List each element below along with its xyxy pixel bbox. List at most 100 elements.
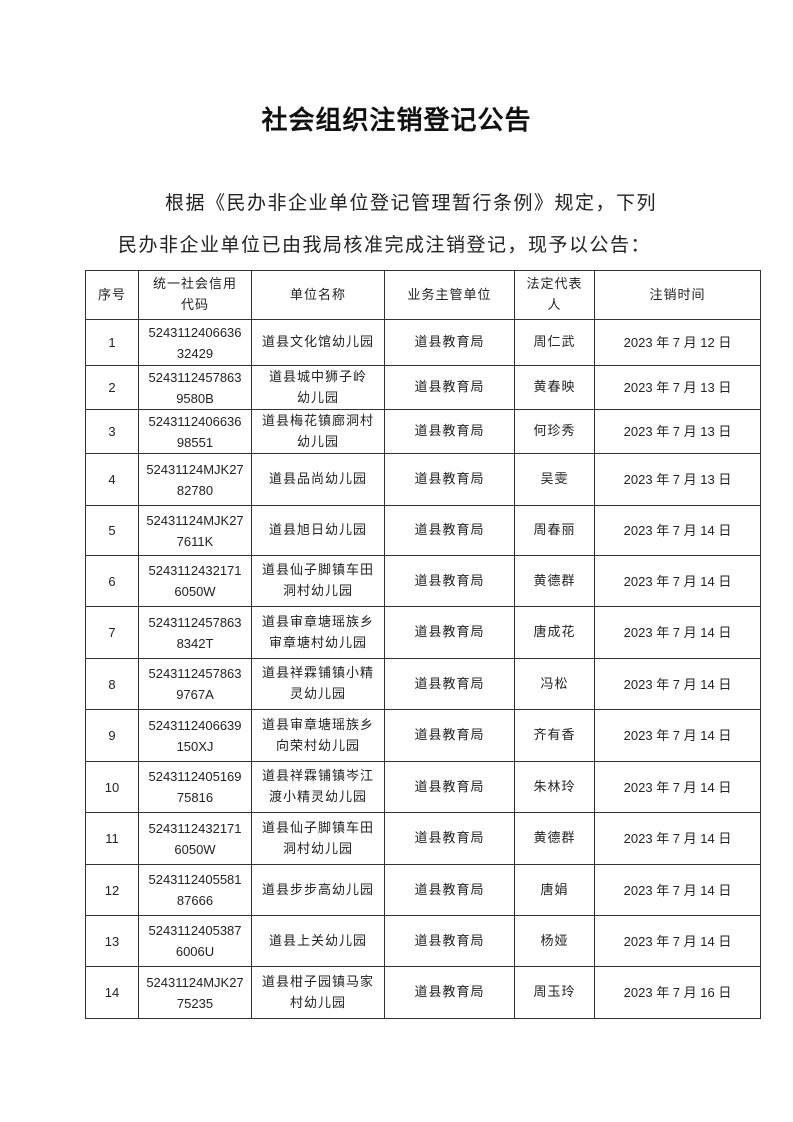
cell-code: 5243112457863 9580B [138, 365, 252, 410]
cell-name: 道县仙子脚镇车田 洞村幼儿园 [251, 555, 385, 607]
cell-code: 52431124MJK27 75235 [138, 966, 252, 1019]
cell-code: 5243112405581 87666 [138, 864, 252, 916]
cell-rep: 周仁武 [514, 319, 595, 366]
cell-dept: 道县教育局 [384, 453, 515, 506]
cell-rep: 黄德群 [514, 555, 595, 607]
cell-dept: 道县教育局 [384, 319, 515, 366]
cell-code: 5243112405387 6006U [138, 915, 252, 967]
table-row: 1 5243112406636 32429 道县文化馆幼儿园 道县教育局 周仁武 2023 … [85, 319, 761, 366]
cell-seq: 3 [85, 409, 139, 454]
table-row: 11 5243112432171 6050W 道县仙子脚镇车田 洞村幼儿园 道县教育局 黄德… [85, 812, 761, 865]
cell-rep: 冯松 [514, 658, 595, 710]
table-row: 10 5243112405169 75816 道县祥霖铺镇岑江 渡小精灵幼儿园 道县教育局… [85, 761, 761, 813]
cell-date: 2023 年 7 月 14 日 [594, 864, 761, 916]
cell-code: 5243112457863 8342T [138, 606, 252, 659]
table-row: 14 52431124MJK27 75235 道县柑子园镇马家 村幼儿园 道县教育局 周玉玲… [85, 966, 761, 1019]
cell-rep: 朱林玲 [514, 761, 595, 813]
cell-date: 2023 年 7 月 14 日 [594, 555, 761, 607]
cell-dept: 道县教育局 [384, 864, 515, 916]
cell-date: 2023 年 7 月 14 日 [594, 915, 761, 967]
cell-seq: 8 [85, 658, 139, 710]
cell-name: 道县祥霖铺镇岑江 渡小精灵幼儿园 [251, 761, 385, 813]
cell-seq: 4 [85, 453, 139, 506]
table-row: 3 5243112406636 98551 道县梅花镇廊洞村 幼儿园 道县教育局 何珍秀 20… [85, 409, 761, 454]
cell-code: 52431124MJK27 82780 [138, 453, 252, 506]
cell-seq: 12 [85, 864, 139, 916]
intro-line-1: 根据《民办非企业单位登记管理暂行条例》规定，下列 [165, 192, 658, 214]
header-code: 统一社会信用 代码 [138, 270, 252, 320]
cell-date: 2023 年 7 月 14 日 [594, 709, 761, 762]
table-row: 5 52431124MJK27 7611K 道县旭日幼儿园 道县教育局 周春丽 2023 年… [85, 505, 761, 556]
cell-name: 道县上关幼儿园 [251, 915, 385, 967]
header-rep: 法定代表人 [514, 270, 595, 320]
page-title: 社会组织注销登记公告 [261, 106, 532, 136]
table-row: 7 5243112457863 8342T 道县审章塘瑶族乡 审章塘村幼儿园 道县教育局唐… [85, 606, 761, 659]
cell-dept: 道县教育局 [384, 812, 515, 865]
cell-name: 道县祥霖铺镇小精 灵幼儿园 [251, 658, 385, 710]
cell-seq: 10 [85, 761, 139, 813]
cell-dept: 道县教育局 [384, 761, 515, 813]
cell-rep: 何珍秀 [514, 409, 595, 454]
cell-name: 道县审章塘瑶族乡 审章塘村幼儿园 [251, 606, 385, 659]
header-seq: 序号 [85, 270, 139, 320]
cell-name: 道县梅花镇廊洞村 幼儿园 [251, 409, 385, 454]
cell-dept: 道县教育局 [384, 709, 515, 762]
cell-rep: 周春丽 [514, 505, 595, 556]
cell-code: 5243112432171 6050W [138, 812, 252, 865]
cell-rep: 周玉玲 [514, 966, 595, 1019]
cell-code: 52431124MJK27 7611K [138, 505, 252, 556]
cell-name: 道县仙子脚镇车田 洞村幼儿园 [251, 812, 385, 865]
cell-name: 道县文化馆幼儿园 [251, 319, 385, 366]
cell-name: 道县柑子园镇马家 村幼儿园 [251, 966, 385, 1019]
cell-rep: 杨娅 [514, 915, 595, 967]
header-name: 单位名称 [251, 270, 385, 320]
cell-rep: 齐有香 [514, 709, 595, 762]
cell-dept: 道县教育局 [384, 915, 515, 967]
cell-seq: 1 [85, 319, 139, 366]
table-header-row: 序号 统一社会信用 代码 单位名称 业务主管单位 法定代表人 注销时间 [85, 270, 761, 320]
cell-dept: 道县教育局 [384, 409, 515, 454]
cell-date: 2023 年 7 月 13 日 [594, 453, 761, 506]
cell-code: 5243112406636 98551 [138, 409, 252, 454]
cell-seq: 2 [85, 365, 139, 410]
cell-rep: 黄德群 [514, 812, 595, 865]
cell-date: 2023 年 7 月 14 日 [594, 505, 761, 556]
header-dept: 业务主管单位 [384, 270, 515, 320]
cell-code: 5243112457863 9767A [138, 658, 252, 710]
cell-dept: 道县教育局 [384, 606, 515, 659]
cell-date: 2023 年 7 月 13 日 [594, 365, 761, 410]
cell-date: 2023 年 7 月 12 日 [594, 319, 761, 366]
cell-rep: 唐成花 [514, 606, 595, 659]
cell-name: 道县品尚幼儿园 [251, 453, 385, 506]
cell-name: 道县旭日幼儿园 [251, 505, 385, 556]
cell-name: 道县城中狮子岭 幼儿园 [251, 365, 385, 410]
cell-date: 2023 年 7 月 13 日 [594, 409, 761, 454]
table-row: 12 5243112405581 87666 道县步步高幼儿园 道县教育局 唐娟 2023 … [85, 864, 761, 916]
table-row: 4 52431124MJK27 82780 道县品尚幼儿园 道县教育局 吴雯 2023 年 … [85, 453, 761, 506]
table-row: 13 5243112405387 6006U 道县上关幼儿园 道县教育局 杨娅 2023 年… [85, 915, 761, 967]
cell-seq: 14 [85, 966, 139, 1019]
deregistration-table: 序号 统一社会信用 代码 单位名称 业务主管单位 法定代表人 注销时间 1 5243… [85, 270, 761, 1019]
cell-name: 道县审章塘瑶族乡 向荣村幼儿园 [251, 709, 385, 762]
cell-seq: 11 [85, 812, 139, 865]
cell-dept: 道县教育局 [384, 365, 515, 410]
table-row: 9 5243112406639 150XJ 道县审章塘瑶族乡 向荣村幼儿园 道县教育局 齐有… [85, 709, 761, 762]
cell-date: 2023 年 7 月 14 日 [594, 761, 761, 813]
cell-seq: 6 [85, 555, 139, 607]
intro-line-2: 民办非企业单位已由我局核准完成注销登记，现予以公告： [118, 234, 652, 256]
cell-code: 5243112406636 32429 [138, 319, 252, 366]
cell-rep: 黄春映 [514, 365, 595, 410]
cell-rep: 吴雯 [514, 453, 595, 506]
cell-dept: 道县教育局 [384, 555, 515, 607]
cell-seq: 7 [85, 606, 139, 659]
table-row: 8 5243112457863 9767A 道县祥霖铺镇小精 灵幼儿园 道县教育局 冯松 20… [85, 658, 761, 710]
cell-seq: 9 [85, 709, 139, 762]
cell-seq: 13 [85, 915, 139, 967]
cell-name: 道县步步高幼儿园 [251, 864, 385, 916]
table-row: 6 5243112432171 6050W 道县仙子脚镇车田 洞村幼儿园 道县教育局 黄德群… [85, 555, 761, 607]
cell-code: 5243112406639 150XJ [138, 709, 252, 762]
cell-date: 2023 年 7 月 14 日 [594, 658, 761, 710]
cell-dept: 道县教育局 [384, 966, 515, 1019]
cell-rep: 唐娟 [514, 864, 595, 916]
cell-seq: 5 [85, 505, 139, 556]
